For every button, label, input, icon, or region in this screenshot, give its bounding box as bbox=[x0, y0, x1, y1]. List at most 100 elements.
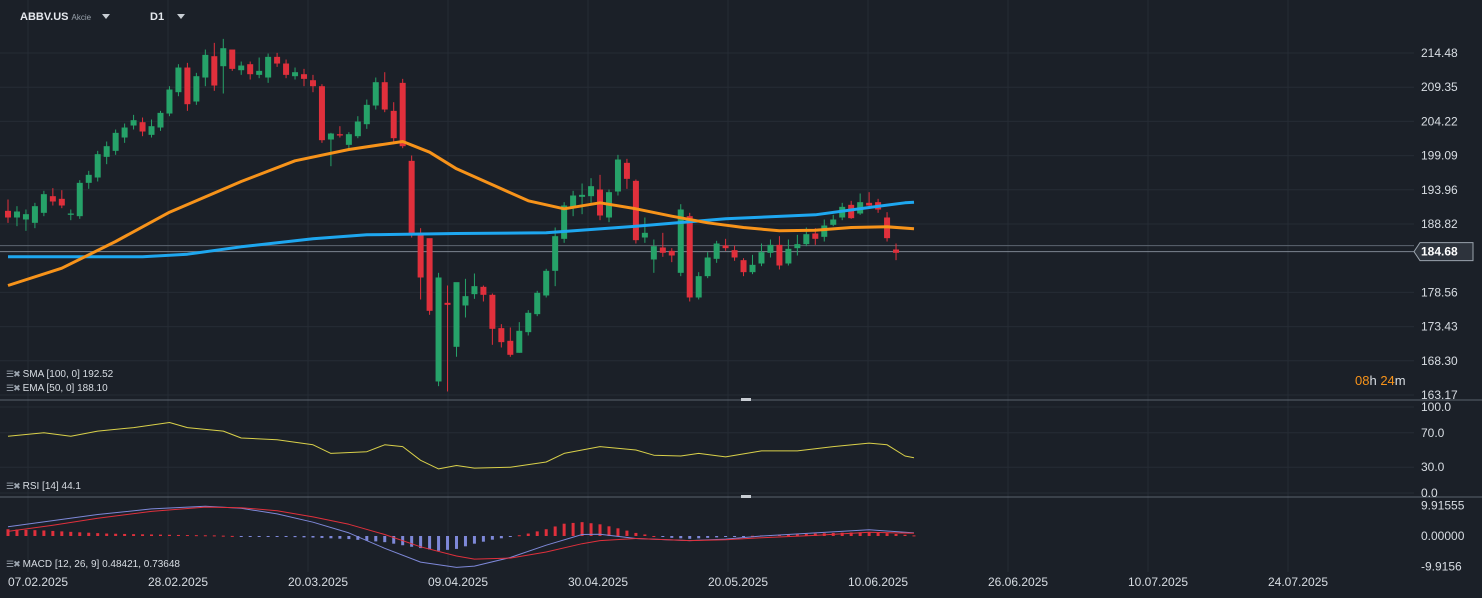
candle bbox=[85, 170, 92, 189]
macd-histogram-bar bbox=[69, 531, 73, 536]
candle bbox=[121, 123, 128, 143]
macd-histogram-bar bbox=[428, 536, 432, 550]
candle-body bbox=[686, 216, 693, 298]
legend-ema-label: EMA [50, 0] 188.10 bbox=[22, 383, 108, 394]
symbol-label: ABBV.US bbox=[20, 11, 69, 23]
macd-histogram-bar bbox=[410, 536, 414, 547]
settings-list-icon[interactable]: ☰✖ bbox=[6, 383, 21, 393]
candle-body bbox=[318, 86, 325, 141]
macd-histogram-bar bbox=[661, 536, 665, 537]
candle-body bbox=[767, 244, 774, 253]
current-price-tag bbox=[1413, 242, 1474, 262]
settings-list-icon[interactable]: ☰✖ bbox=[6, 369, 21, 379]
macd-histogram-bar bbox=[78, 532, 82, 536]
macd-histogram-bar bbox=[87, 532, 91, 536]
settings-list-icon[interactable]: ☰✖ bbox=[6, 559, 21, 569]
macd-histogram-bar bbox=[885, 533, 889, 536]
candle bbox=[462, 278, 469, 318]
candle-body bbox=[417, 232, 424, 278]
legend-macd-label: MACD [12, 26, 9] 0.48421, 0.73648 bbox=[22, 559, 180, 570]
time-tick-label: 20.03.2025 bbox=[288, 575, 348, 589]
candle-body bbox=[426, 238, 433, 311]
candle-body bbox=[776, 244, 783, 266]
candle bbox=[525, 310, 532, 336]
candle-body bbox=[552, 236, 559, 271]
price-tick-label: 168.30 bbox=[1421, 354, 1458, 368]
candle-body bbox=[489, 294, 496, 329]
candle bbox=[498, 324, 505, 348]
symbol-sub-label: Akcie bbox=[71, 13, 92, 22]
candle bbox=[677, 204, 684, 277]
candle bbox=[722, 238, 729, 251]
candle-body bbox=[668, 250, 675, 256]
candle-body bbox=[399, 82, 406, 147]
timer-hours: 08 bbox=[1355, 373, 1370, 388]
candle bbox=[650, 239, 657, 273]
macd-histogram-bar bbox=[455, 536, 458, 549]
candle-body bbox=[211, 56, 218, 86]
candle-body bbox=[632, 180, 639, 241]
macd-histogram-bar bbox=[203, 535, 207, 537]
time-tick-label: 10.07.2025 bbox=[1128, 575, 1188, 589]
macd-histogram-bar bbox=[580, 522, 584, 536]
candle-body bbox=[866, 202, 873, 206]
macd-histogram-bar bbox=[158, 534, 162, 536]
macd-histogram-bar bbox=[679, 536, 683, 539]
candle-body bbox=[139, 122, 146, 132]
macd-histogram-bar bbox=[598, 524, 602, 536]
candle bbox=[372, 77, 379, 110]
legend-ema[interactable]: ☰✖ EMA [50, 0] 188.10 bbox=[6, 383, 108, 394]
macd-histogram-bar bbox=[392, 536, 396, 544]
candle bbox=[713, 240, 720, 263]
macd-histogram-bar bbox=[167, 534, 171, 536]
candle bbox=[265, 53, 272, 83]
macd-histogram-bar bbox=[6, 529, 10, 536]
timeframe-chevron-down-icon[interactable] bbox=[177, 14, 185, 19]
candle-body bbox=[588, 186, 595, 197]
candle bbox=[758, 243, 765, 267]
macd-histogram-bar bbox=[212, 535, 216, 537]
candle bbox=[471, 273, 478, 299]
candle-body bbox=[561, 205, 568, 239]
candle-body bbox=[193, 76, 200, 102]
candle bbox=[301, 68, 308, 87]
candle bbox=[229, 49, 236, 71]
candle bbox=[614, 154, 621, 196]
macd-histogram-bar bbox=[221, 535, 225, 537]
candle-body bbox=[40, 194, 47, 213]
macd-histogram-bar bbox=[607, 526, 611, 536]
macd-histogram-bar bbox=[51, 530, 55, 536]
macd-histogram-bar bbox=[15, 529, 19, 536]
candle bbox=[175, 64, 182, 97]
legend-sma[interactable]: ☰✖ SMA [100, 0] 192.52 bbox=[6, 369, 113, 380]
macd-tick-label: 9.91555 bbox=[1421, 499, 1465, 513]
candle bbox=[507, 327, 514, 357]
time-tick-label: 30.04.2025 bbox=[568, 575, 628, 589]
price-tick-label: 193.96 bbox=[1421, 183, 1458, 197]
price-tick-label: 178.56 bbox=[1421, 285, 1458, 299]
price-tick-label: 214.48 bbox=[1421, 46, 1458, 60]
macd-histogram-bar bbox=[365, 536, 369, 541]
legend-macd[interactable]: ☰✖ MACD [12, 26, 9] 0.48421, 0.73648 bbox=[6, 559, 180, 570]
candle-body bbox=[390, 110, 397, 139]
candle-body bbox=[830, 219, 837, 225]
timeframe-selector[interactable]: D1 bbox=[150, 11, 164, 23]
legend-rsi[interactable]: ☰✖ RSI [14] 44.1 bbox=[6, 481, 81, 492]
symbol-selector[interactable]: ABBV.US Akcie bbox=[20, 11, 91, 23]
candle bbox=[893, 243, 900, 261]
candle bbox=[363, 99, 370, 129]
macd-histogram-bar bbox=[894, 534, 898, 536]
candle-body bbox=[713, 243, 720, 259]
candle-body bbox=[301, 74, 308, 79]
symbol-chevron-down-icon[interactable] bbox=[102, 14, 110, 19]
settings-list-icon[interactable]: ☰✖ bbox=[6, 481, 21, 491]
macd-histogram-bar bbox=[544, 529, 548, 536]
candle bbox=[166, 86, 173, 117]
candle bbox=[381, 72, 388, 113]
candle-body bbox=[184, 67, 191, 105]
macd-histogram-bar bbox=[266, 536, 270, 537]
candle-body bbox=[812, 233, 819, 239]
candle-body bbox=[749, 264, 756, 273]
macd-histogram-bar bbox=[795, 534, 799, 536]
candle bbox=[597, 174, 604, 221]
